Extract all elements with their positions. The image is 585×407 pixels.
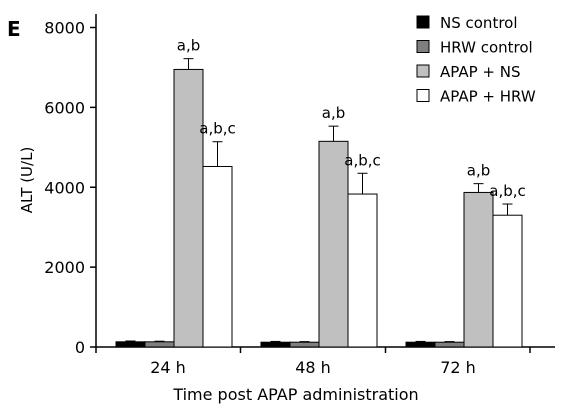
y-axis-title: ALT (U/L): [18, 147, 36, 214]
annotations-group: a,b a,b,c a,b a,b,c a,b a,b,c: [177, 37, 526, 200]
bar: [318, 140, 349, 348]
legend-label: APAP + NS: [440, 63, 521, 81]
bar: [405, 341, 436, 348]
error-bars-group: [125, 58, 513, 343]
legend-label: APAP + HRW: [440, 88, 536, 106]
significance-label: a,b: [177, 37, 200, 55]
x-tick-label: 48 h: [295, 358, 331, 377]
legend-label: NS control: [440, 14, 518, 32]
bar: [115, 341, 146, 348]
bar: [144, 341, 175, 348]
significance-label: a,b,c: [344, 151, 381, 169]
x-tick-label: 72 h: [440, 358, 476, 377]
legend-swatch: [416, 40, 430, 53]
y-tick-label: 0: [75, 338, 85, 357]
legend-swatch: [416, 64, 430, 78]
bars-group: [115, 68, 523, 348]
bar: [492, 214, 523, 348]
significance-label: a,b,c: [489, 182, 526, 200]
y-axis: 0 2000 4000 6000 8000: [44, 14, 97, 357]
y-tick-label: 4000: [44, 178, 85, 197]
x-axis: 24 h 48 h 72 h: [95, 346, 555, 377]
bar: [202, 165, 233, 348]
bar: [173, 68, 204, 348]
y-tick-label: 8000: [44, 19, 85, 38]
bar: [434, 341, 465, 348]
significance-label: a,b,c: [199, 120, 236, 138]
y-tick-label: 6000: [44, 98, 85, 117]
significance-label: a,b: [467, 162, 490, 180]
legend-swatch: [416, 15, 430, 29]
bar: [463, 191, 494, 348]
legend-label: HRW control: [440, 39, 533, 57]
significance-label: a,b: [322, 104, 345, 122]
x-axis-title: Time post APAP administration: [172, 385, 418, 404]
y-tick-label: 2000: [44, 258, 85, 277]
legend-swatch: [416, 89, 430, 102]
x-tick-label: 24 h: [150, 358, 186, 377]
bar: [347, 193, 378, 348]
bar: [289, 341, 320, 348]
panel-label: E: [7, 17, 21, 41]
bar: [260, 341, 291, 348]
legend: NS control HRW control APAP + NS APAP + HRW: [416, 14, 536, 106]
